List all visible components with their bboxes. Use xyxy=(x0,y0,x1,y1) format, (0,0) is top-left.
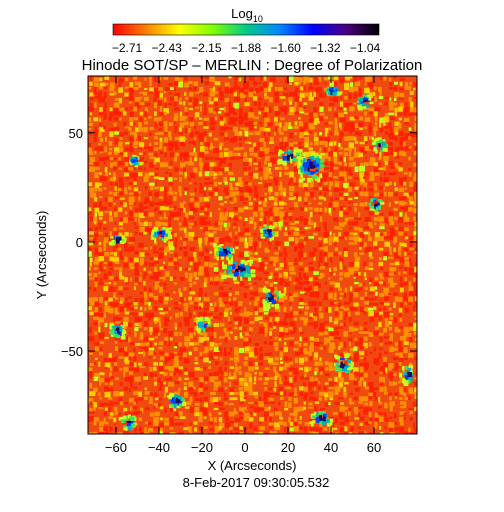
colorbar-label: Log10 xyxy=(231,6,263,24)
colorbar-tick-label: −1.32 xyxy=(310,41,341,55)
y-tick-label: 50 xyxy=(69,126,83,141)
chart-title: Hinode SOT/SP – MERLIN : Degree of Polar… xyxy=(82,57,423,74)
colorbar-tick-label: −1.88 xyxy=(231,41,262,55)
colorbar-tick-label: −2.43 xyxy=(151,41,182,55)
map-texture xyxy=(88,76,417,434)
x-tick-label: 60 xyxy=(367,440,381,455)
x-tick-label: 0 xyxy=(241,440,248,455)
x-tick-label: −40 xyxy=(148,440,170,455)
colorbar-gradient xyxy=(112,23,380,36)
x-axis-label: X (Arcseconds) xyxy=(208,458,297,473)
map-features xyxy=(109,86,414,431)
colorbar-tick-label: −1.04 xyxy=(350,41,381,55)
timestamp: 8-Feb-2017 09:30:05.532 xyxy=(183,475,330,490)
colorbar-tick-label: −1.60 xyxy=(270,41,301,55)
y-tick-label: −50 xyxy=(61,344,83,359)
x-axis-ticks: −60 −40 −20 0 20 40 60 xyxy=(105,76,381,455)
x-tick-label: −60 xyxy=(105,440,127,455)
x-tick-label: 40 xyxy=(324,440,338,455)
colorbar-ticks: −2.71 −2.43 −2.15 −1.88 −1.60 −1.32 −1.04 xyxy=(112,41,381,55)
plot-frame xyxy=(87,75,418,435)
x-tick-label: 20 xyxy=(281,440,295,455)
y-axis-label: Y (Arcseconds) xyxy=(34,211,49,300)
y-tick-label: 0 xyxy=(76,235,83,250)
colorbar-tick-label: −2.71 xyxy=(112,41,143,55)
colorbar-tick-label: −2.15 xyxy=(191,41,222,55)
colorbar: Log10 −2.71 −2.43 −2.15 −1.88 −1.60 −1.32 −1.0… xyxy=(112,6,381,55)
x-tick-label: −20 xyxy=(191,440,213,455)
polarization-map xyxy=(88,76,417,434)
y-axis-ticks: −50 0 50 xyxy=(61,126,417,359)
